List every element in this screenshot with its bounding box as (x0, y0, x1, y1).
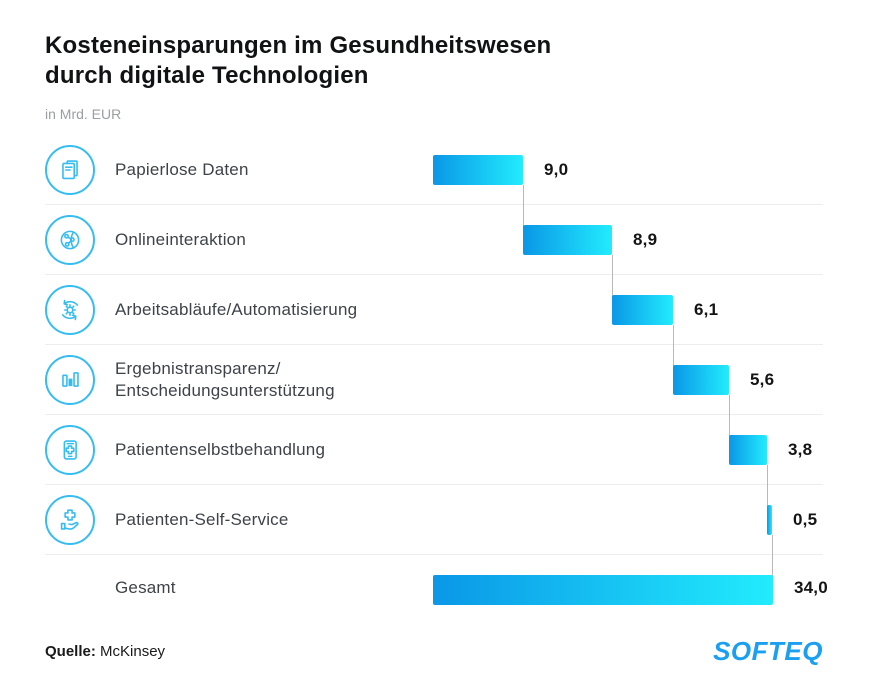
connector-line (729, 395, 730, 445)
category-label: Gesamt (115, 578, 176, 597)
bar (433, 155, 523, 185)
chart-row: Arbeitsabläufe/Automatisierung 6,1 (45, 275, 823, 375)
value-label: 0,5 (793, 509, 818, 529)
value-label: 9,0 (544, 159, 569, 179)
value-label: 3,8 (788, 439, 813, 459)
value-label: 5,6 (750, 369, 775, 389)
category-label: Ergebnistransparenz/ Entscheidungsunters… (115, 358, 335, 400)
chart-row: Onlineinteraktion 8,9 (45, 205, 823, 305)
waterfall-chart: Papierlose Daten 9,0 Onlineinteraktion 8,9 A… (45, 135, 828, 621)
softeq-logo: SOFTEQ (713, 636, 823, 666)
chart-row: Patientenselbstbehandlung 3,8 (45, 415, 823, 515)
chart-row: Gesamt 34,0 (45, 555, 828, 621)
chart-row: Ergebnistransparenz/ Entscheidungsunters… (45, 345, 823, 445)
bar (612, 295, 673, 325)
value-label: 34,0 (794, 578, 828, 597)
category-label: Arbeitsabläufe/Automatisierung (115, 299, 358, 319)
footer: Quelle: McKinsey SOFTEQ (45, 636, 823, 667)
source: Quelle: McKinsey (45, 643, 165, 660)
category-label: Papierlose Daten (115, 159, 249, 179)
source-label: Quelle: (45, 643, 96, 660)
unit-label: in Mrd. EUR (45, 106, 122, 122)
connector-line (772, 535, 773, 585)
bar (523, 225, 612, 255)
category-label: Patientenselbstbehandlung (115, 439, 326, 459)
page-title: Kosteneinsparungen im Gesundheitswesen d… (45, 32, 552, 89)
patient-self-service-hand-icon (45, 494, 95, 545)
workflow-automation-gear-icon (45, 284, 95, 335)
results-transparency-chart-icon (45, 354, 95, 405)
chart-row: Patienten-Self-Service 0,5 (45, 485, 823, 585)
source-value: McKinsey (100, 643, 166, 660)
online-interaction-globe-icon (45, 214, 95, 265)
patient-self-treatment-phone-icon (45, 424, 95, 475)
category-label: Onlineinteraktion (115, 229, 246, 249)
value-label: 6,1 (694, 299, 719, 319)
connector-line (523, 185, 524, 235)
connector-line (767, 465, 768, 515)
connector-line (673, 325, 674, 375)
bar (673, 365, 729, 395)
paperless-documents-icon (45, 144, 95, 195)
bar (767, 505, 772, 535)
value-label: 8,9 (633, 229, 658, 249)
chart-row: Papierlose Daten 9,0 (45, 135, 823, 235)
bar (729, 435, 767, 465)
connector-line (612, 255, 613, 305)
category-label: Patienten-Self-Service (115, 509, 289, 529)
bar (433, 575, 773, 605)
